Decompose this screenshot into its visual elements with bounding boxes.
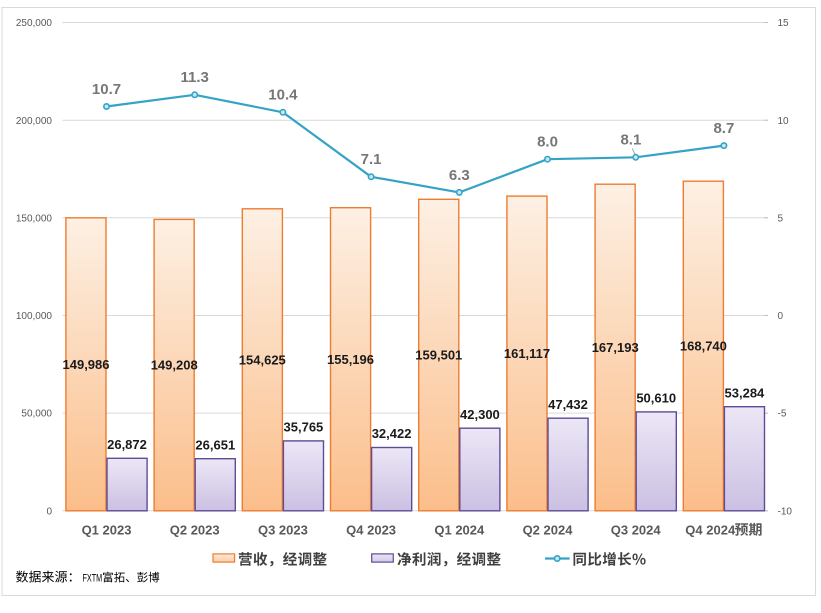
- svg-text:5: 5: [778, 213, 784, 224]
- svg-text:50,000: 50,000: [21, 409, 52, 420]
- svg-text:Q3 2024: Q3 2024: [611, 522, 662, 537]
- svg-text:159,501: 159,501: [415, 348, 462, 363]
- svg-text:-5: -5: [778, 409, 787, 420]
- svg-text:10.7: 10.7: [92, 81, 121, 98]
- svg-text:8.0: 8.0: [537, 134, 558, 151]
- svg-text:8.1: 8.1: [620, 132, 641, 149]
- svg-text:150,000: 150,000: [16, 213, 53, 224]
- svg-text:Q2 2024: Q2 2024: [523, 522, 574, 537]
- svg-text:Q1 2024: Q1 2024: [434, 522, 485, 537]
- svg-text:10: 10: [778, 116, 790, 127]
- svg-text:Q4 2023: Q4 2023: [346, 522, 396, 537]
- svg-text:42,300: 42,300: [460, 407, 500, 422]
- svg-text:6.3: 6.3: [449, 167, 470, 184]
- svg-text:11.3: 11.3: [181, 69, 209, 86]
- svg-text:168,740: 168,740: [680, 339, 727, 354]
- svg-text:53,284: 53,284: [725, 385, 766, 400]
- svg-text:Q1 2023: Q1 2023: [82, 522, 132, 537]
- svg-text:250,000: 250,000: [16, 18, 53, 29]
- svg-text:200,000: 200,000: [16, 116, 53, 127]
- svg-text:47,432: 47,432: [548, 397, 588, 412]
- svg-text:8.7: 8.7: [713, 120, 734, 137]
- svg-text:167,193: 167,193: [592, 340, 639, 355]
- svg-text:-10: -10: [778, 506, 793, 517]
- svg-text:154,625: 154,625: [239, 352, 286, 367]
- svg-text:149,986: 149,986: [63, 357, 110, 372]
- svg-text:35,765: 35,765: [284, 420, 324, 435]
- svg-text:0: 0: [46, 506, 52, 517]
- svg-text:Q3 2023: Q3 2023: [258, 522, 308, 537]
- svg-text:FXTM: FXTM: [83, 573, 103, 585]
- svg-text:0: 0: [778, 311, 784, 322]
- svg-text:32,422: 32,422: [372, 426, 412, 441]
- svg-text:50,610: 50,610: [636, 391, 676, 406]
- svg-text:155,196: 155,196: [327, 352, 374, 367]
- svg-text:100,000: 100,000: [16, 311, 53, 322]
- svg-text:26,872: 26,872: [107, 437, 147, 452]
- svg-text:161,117: 161,117: [504, 346, 550, 361]
- svg-text:149,208: 149,208: [151, 358, 198, 373]
- svg-text:10.4: 10.4: [268, 87, 298, 104]
- svg-text:Q4 2024: Q4 2024: [685, 522, 736, 537]
- svg-text:7.1: 7.1: [361, 151, 382, 168]
- svg-text:Q2 2023: Q2 2023: [170, 522, 220, 537]
- svg-text:26,651: 26,651: [195, 437, 235, 452]
- svg-text:15: 15: [778, 18, 790, 29]
